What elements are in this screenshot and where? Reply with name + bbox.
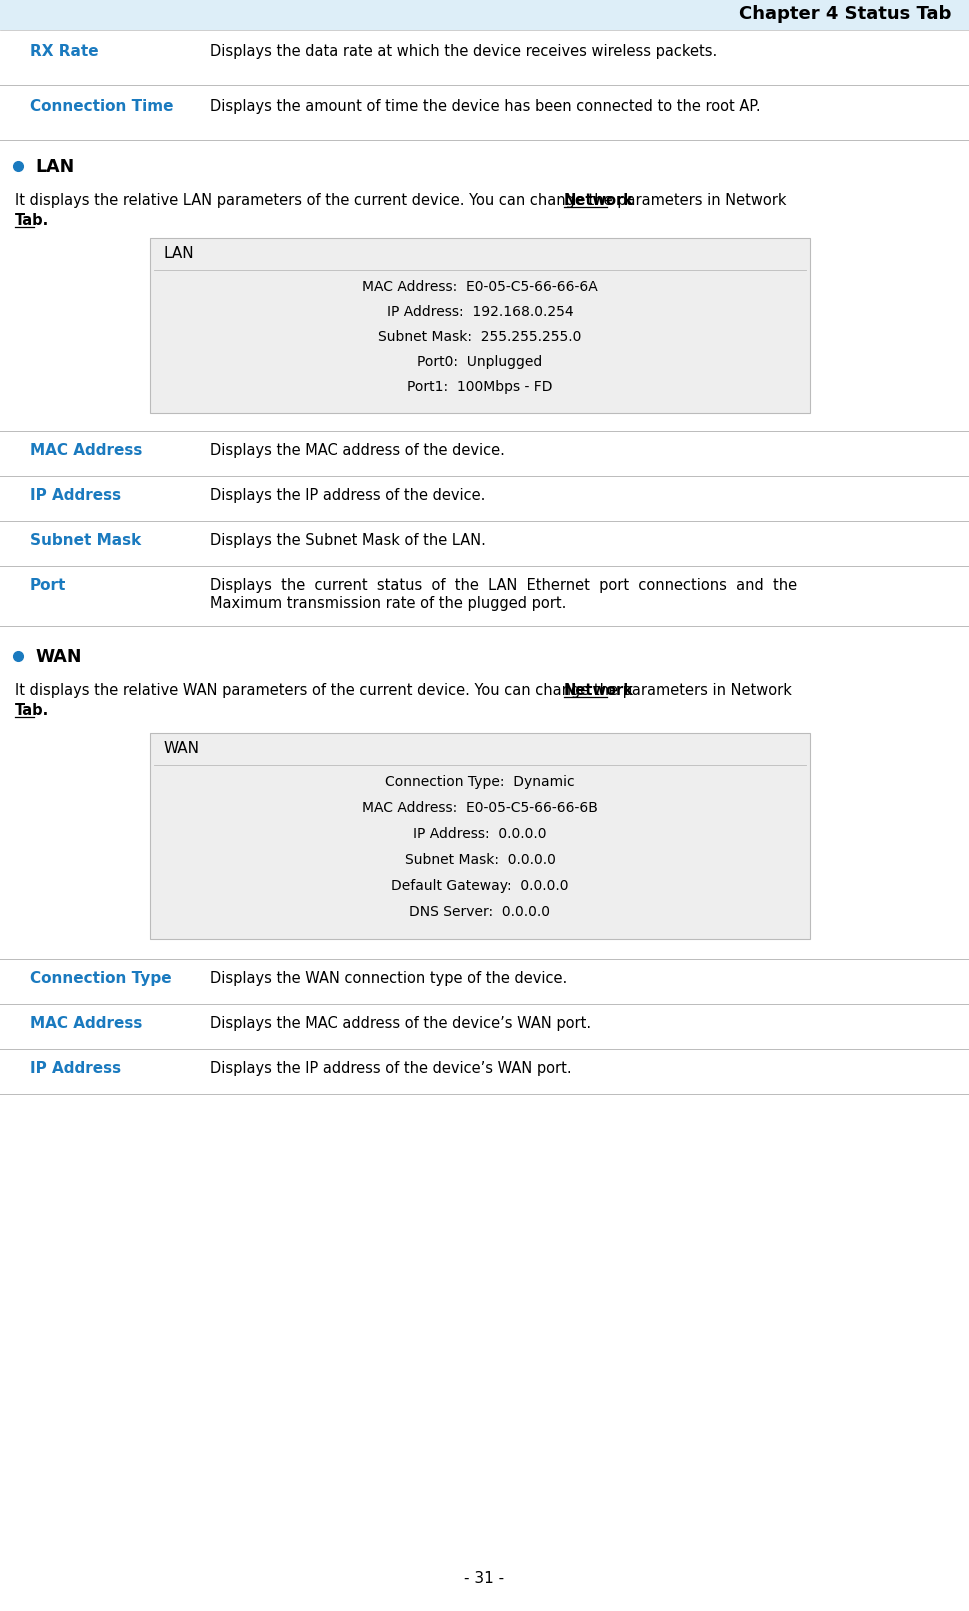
Text: WAN: WAN [35,648,81,665]
Text: Port1:  100Mbps - FD: Port1: 100Mbps - FD [407,380,552,395]
Text: MAC Address: MAC Address [30,443,142,458]
Text: Subnet Mask:  255.255.255.0: Subnet Mask: 255.255.255.0 [378,330,581,345]
Text: MAC Address:  E0-05-C5-66-66-6B: MAC Address: E0-05-C5-66-66-6B [362,801,598,815]
Bar [150,733,810,939]
Text: - 31 -: - 31 - [464,1571,505,1585]
Text: IP Address:  0.0.0.0: IP Address: 0.0.0.0 [413,826,547,841]
Text: Displays the MAC address of the device’s WAN port.: Displays the MAC address of the device’s… [210,1017,591,1031]
Text: Subnet Mask:  0.0.0.0: Subnet Mask: 0.0.0.0 [405,852,555,867]
Text: Connection Type: Connection Type [30,971,172,986]
Text: Default Gateway:  0.0.0.0: Default Gateway: 0.0.0.0 [391,880,569,892]
Text: RX Rate: RX Rate [30,43,99,60]
Text: Subnet Mask: Subnet Mask [30,533,141,548]
Text: Connection Type:  Dynamic: Connection Type: Dynamic [386,775,575,789]
Text: It displays the relative LAN parameters of the current device. You can change th: It displays the relative LAN parameters … [15,193,787,208]
Text: LAN: LAN [164,246,195,261]
Text: Connection Time: Connection Time [30,98,173,114]
Text: WAN: WAN [164,741,200,756]
Text: Network: Network [564,193,634,208]
Bar [150,238,810,412]
Text: Displays the data rate at which the device receives wireless packets.: Displays the data rate at which the devi… [210,43,717,60]
Bar [150,238,810,412]
Text: Chapter 4 Status Tab: Chapter 4 Status Tab [738,5,951,23]
Bar [150,733,810,939]
Text: Tab.: Tab. [15,213,49,229]
Text: Displays the IP address of the device’s WAN port.: Displays the IP address of the device’s … [210,1062,572,1076]
Bar [0,0,969,31]
Text: MAC Address:  E0-05-C5-66-66-6A: MAC Address: E0-05-C5-66-66-6A [362,280,598,293]
Text: Tab.: Tab. [15,702,49,719]
Text: Displays the amount of time the device has been connected to the root AP.: Displays the amount of time the device h… [210,98,761,114]
Text: Displays the WAN connection type of the device.: Displays the WAN connection type of the … [210,971,567,986]
Text: Network: Network [564,683,634,698]
Text: Displays the Subnet Mask of the LAN.: Displays the Subnet Mask of the LAN. [210,533,485,548]
Text: Displays the MAC address of the device.: Displays the MAC address of the device. [210,443,505,458]
Text: DNS Server:  0.0.0.0: DNS Server: 0.0.0.0 [410,905,550,918]
Text: It displays the relative WAN parameters of the current device. You can change th: It displays the relative WAN parameters … [15,683,792,698]
Text: Port: Port [30,578,66,593]
Text: IP Address: IP Address [30,488,121,503]
Text: MAC Address: MAC Address [30,1017,142,1031]
Text: Port0:  Unplugged: Port0: Unplugged [418,354,543,369]
Text: Maximum transmission rate of the plugged port.: Maximum transmission rate of the plugged… [210,596,566,611]
Text: IP Address:  192.168.0.254: IP Address: 192.168.0.254 [387,304,574,319]
Text: LAN: LAN [35,158,75,176]
Text: Displays the IP address of the device.: Displays the IP address of the device. [210,488,485,503]
Text: IP Address: IP Address [30,1062,121,1076]
Text: Displays  the  current  status  of  the  LAN  Ethernet  port  connections  and  : Displays the current status of the LAN E… [210,578,797,593]
